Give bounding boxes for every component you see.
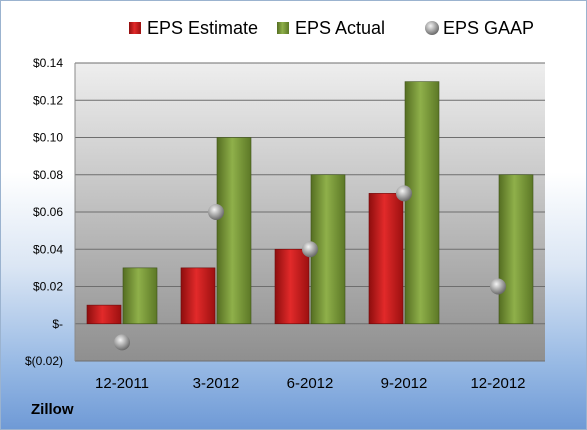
- legend-label: EPS Actual: [295, 18, 385, 38]
- y-tick-label: $0.06: [33, 205, 63, 219]
- x-tick-label: 12-2012: [470, 375, 525, 392]
- y-axis-ticks: $(0.02) $- $0.02 $0.04 $0.06 $0.08 $0.10 $0.12 $…: [25, 56, 63, 368]
- eps-gaap-marker: [114, 334, 130, 351]
- eps-gaap-marker: [396, 185, 412, 202]
- legend-swatch-estimate: [129, 22, 141, 34]
- eps-actual-bar: [122, 267, 158, 325]
- company-label: Zillow: [31, 401, 74, 418]
- legend-label: EPS GAAP: [443, 18, 534, 38]
- eps-gaap-marker: [208, 204, 224, 220]
- eps-estimate-bar: [86, 304, 122, 325]
- legend-label: EPS Estimate: [147, 18, 258, 38]
- eps-actual-bar: [498, 174, 534, 325]
- y-tick-label: $-: [52, 317, 63, 331]
- y-tick-label: $0.10: [33, 131, 63, 145]
- y-tick-label: $(0.02): [25, 354, 63, 368]
- x-axis-ticks: 12-2011 3-2012 6-2012 9-2012 12-2012: [95, 375, 526, 392]
- y-tick-label: $0.02: [33, 280, 63, 294]
- legend-swatch-actual: [277, 22, 289, 34]
- eps-actual-bar: [216, 137, 252, 325]
- eps-gaap-marker: [490, 278, 506, 295]
- y-tick-label: $0.04: [33, 242, 63, 256]
- gaap-markers: [114, 185, 506, 351]
- x-tick-label: 6-2012: [287, 375, 334, 392]
- x-tick-label: 12-2011: [95, 375, 149, 392]
- eps-estimate-bar: [180, 267, 216, 325]
- eps-gaap-marker: [302, 241, 318, 258]
- legend-swatch-gaap: [425, 21, 439, 35]
- y-tick-label: $0.08: [33, 168, 63, 182]
- x-tick-label: 3-2012: [193, 375, 240, 392]
- legend: EPS Estimate EPS Actual EPS GAAP: [129, 18, 534, 38]
- x-tick-label: 9-2012: [381, 375, 428, 392]
- bars: [86, 81, 534, 325]
- y-tick-label: $0.12: [33, 93, 63, 107]
- eps-estimate-bar: [368, 193, 404, 325]
- y-tick-label: $0.14: [33, 56, 63, 70]
- eps-estimate-bar: [274, 248, 310, 325]
- eps-actual-bar: [404, 81, 440, 325]
